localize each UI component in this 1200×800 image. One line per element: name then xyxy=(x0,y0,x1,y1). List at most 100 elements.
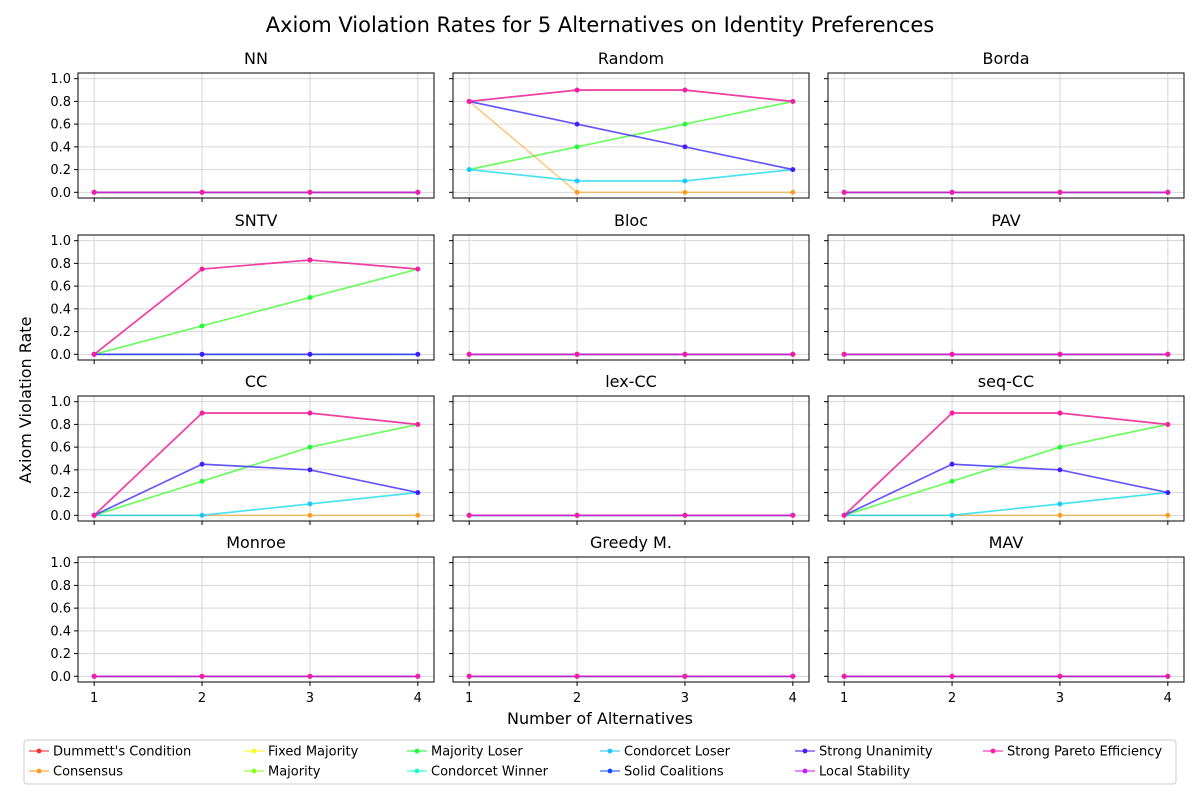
data-point-strong-pareto-efficiency xyxy=(415,673,421,679)
legend-item-condorcet-winner: Condorcet Winner xyxy=(407,765,549,780)
data-point-strong-pareto-efficiency xyxy=(841,673,847,679)
data-point-consensus xyxy=(307,512,313,518)
subplot-frame xyxy=(77,72,435,199)
subplot-frame xyxy=(452,556,810,683)
legend-item-solid-coalitions: Solid Coalitions xyxy=(600,765,724,780)
subplot-bloc: Bloc xyxy=(449,211,810,364)
data-point-strong-pareto-efficiency xyxy=(682,351,688,357)
data-point-strong-pareto-efficiency xyxy=(949,673,955,679)
data-point-strong-pareto-efficiency xyxy=(1165,351,1171,357)
series-line-condorcet-loser xyxy=(469,168,793,182)
data-point-condorcet-loser xyxy=(1057,501,1063,507)
legend-label: Majority Loser xyxy=(431,745,523,760)
data-point-condorcet-loser xyxy=(949,512,955,518)
data-point-majority-loser xyxy=(199,323,205,329)
legend-swatch-marker xyxy=(802,748,808,754)
legend-item-local-stability: Local Stability xyxy=(795,765,910,780)
series-line-majority-loser xyxy=(93,423,418,517)
data-point-strong-pareto-efficiency xyxy=(91,351,97,357)
subplot-title: lex-CC xyxy=(605,372,657,391)
data-point-strong-unanimity xyxy=(307,467,313,473)
data-point-strong-pareto-efficiency xyxy=(199,410,205,416)
data-point-strong-unanimity xyxy=(1165,490,1171,495)
data-point-strong-pareto-efficiency xyxy=(574,673,580,679)
data-point-strong-unanimity xyxy=(415,490,421,495)
subplot-title: PAV xyxy=(991,211,1021,230)
data-point-strong-pareto-efficiency xyxy=(682,512,688,518)
legend-swatch-marker xyxy=(414,748,420,754)
x-tick-label: 3 xyxy=(306,691,314,706)
y-tick-label: 0.8 xyxy=(50,579,71,594)
x-tick-label: 2 xyxy=(948,691,956,706)
x-tick-label: 1 xyxy=(840,691,848,706)
data-point-strong-pareto-efficiency xyxy=(574,87,580,93)
data-point-majority-loser xyxy=(682,121,688,127)
subplot-frame xyxy=(77,234,435,361)
legend-swatch-marker xyxy=(990,748,996,754)
data-point-strong-pareto-efficiency xyxy=(1057,673,1063,679)
data-point-strong-unanimity xyxy=(790,167,796,172)
data-point-strong-pareto-efficiency xyxy=(307,257,313,263)
y-tick-label: 1.0 xyxy=(50,395,71,410)
x-tick-label: 1 xyxy=(465,691,473,706)
subplot-frame xyxy=(827,556,1185,683)
subplot-title: seq-CC xyxy=(978,372,1034,391)
data-point-strong-pareto-efficiency xyxy=(91,673,97,679)
data-point-majority-loser xyxy=(199,478,205,484)
data-point-strong-pareto-efficiency xyxy=(466,351,472,357)
series-line-local-stability xyxy=(93,259,418,355)
subplot-title: CC xyxy=(245,372,267,391)
data-point-strong-unanimity xyxy=(682,144,688,150)
x-axis-label: Number of Alternatives xyxy=(507,709,693,728)
subplot-frame xyxy=(77,556,435,683)
y-tick-label: 0.8 xyxy=(50,257,71,272)
data-point-condorcet-loser xyxy=(466,167,472,172)
subplot-random: Random xyxy=(449,49,810,202)
data-point-strong-pareto-efficiency xyxy=(841,512,847,518)
data-point-strong-pareto-efficiency xyxy=(1057,410,1063,416)
subplot-title: Bloc xyxy=(614,211,648,230)
legend-label: Majority xyxy=(268,765,321,780)
x-tick-label: 2 xyxy=(198,691,206,706)
series-line-majority-loser xyxy=(93,268,419,356)
subplot-title: Borda xyxy=(982,49,1029,68)
data-point-strong-pareto-efficiency xyxy=(199,266,205,272)
y-tick-label: 0.4 xyxy=(50,140,71,155)
legend-label: Solid Coalitions xyxy=(624,765,724,780)
legend-item-consensus: Consensus xyxy=(29,765,123,780)
data-point-strong-pareto-efficiency xyxy=(682,87,688,93)
series-line-strong-pareto-efficiency xyxy=(93,259,418,355)
data-point-consensus xyxy=(790,189,796,195)
data-point-strong-unanimity xyxy=(574,121,580,127)
subplot-nn: 0.0 0.2 0.4 0.6 0.8 1.0 NN xyxy=(50,49,435,202)
y-tick-label: 0.2 xyxy=(50,647,71,662)
data-point-consensus xyxy=(682,189,688,195)
x-tick-label: 2 xyxy=(573,691,581,706)
series-line-majority-loser xyxy=(843,423,1168,517)
data-point-strong-pareto-efficiency xyxy=(466,512,472,518)
data-point-strong-pareto-efficiency xyxy=(949,189,955,195)
legend-item-majority: Majority xyxy=(244,765,321,780)
series-line-fixed-majority xyxy=(93,259,418,355)
data-point-strong-pareto-efficiency xyxy=(574,351,580,357)
series-line-strong-unanimity xyxy=(469,100,793,171)
data-point-strong-pareto-efficiency xyxy=(574,512,580,518)
y-tick-label: 1.0 xyxy=(50,234,71,249)
subplot-title: Monroe xyxy=(226,533,286,552)
x-tick-label: 4 xyxy=(789,691,797,706)
legend-swatch-marker xyxy=(36,768,42,774)
legend-swatch-marker xyxy=(251,748,257,754)
legend-swatch-marker xyxy=(607,768,613,774)
series-line-consensus xyxy=(468,100,793,194)
figure-title: Axiom Violation Rates for 5 Alternatives… xyxy=(266,13,934,37)
data-point-strong-pareto-efficiency xyxy=(1057,189,1063,195)
data-point-strong-unanimity xyxy=(307,351,313,357)
data-point-strong-pareto-efficiency xyxy=(1165,673,1171,679)
y-tick-label: 0.4 xyxy=(50,624,71,639)
data-point-majority-loser xyxy=(574,144,580,150)
series-line-strong-unanimity xyxy=(93,463,418,517)
legend-item-dummett-s-condition: Dummett's Condition xyxy=(29,745,191,760)
subplot-cc: 0.0 0.2 0.4 0.6 0.8 1.0 CC xyxy=(50,372,435,525)
series-line-strong-pareto-efficiency xyxy=(469,89,793,103)
data-point-strong-pareto-efficiency xyxy=(1165,422,1171,427)
